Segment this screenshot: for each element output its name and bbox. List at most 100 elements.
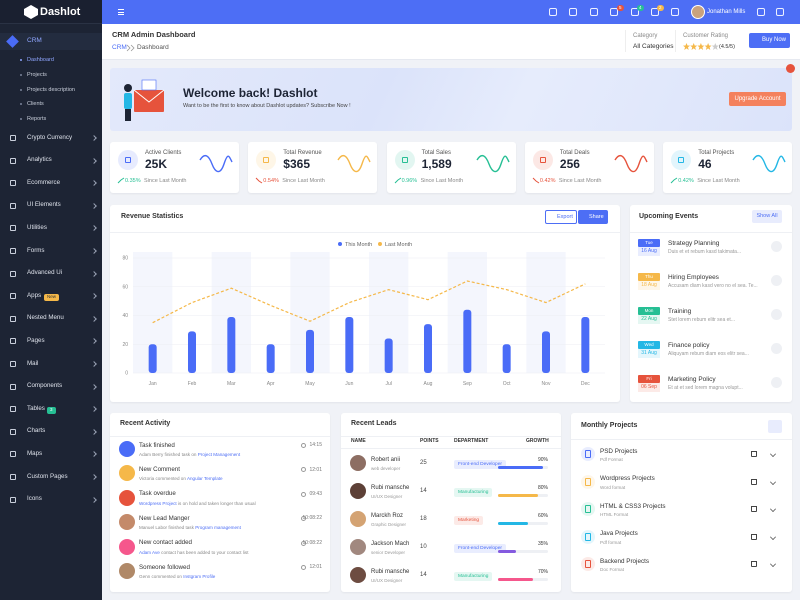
menu-item[interactable]: Icons	[27, 495, 42, 503]
upgrade-button[interactable]: Upgrade Account	[729, 92, 786, 106]
menu-icon	[10, 135, 16, 141]
header-icon[interactable]	[776, 8, 784, 16]
close-button[interactable]	[786, 64, 795, 73]
menu-item[interactable]: UI Elements	[27, 201, 61, 209]
download-button[interactable]	[770, 478, 776, 485]
bullet	[20, 118, 22, 121]
activity-link[interactable]: Project Management	[197, 452, 241, 457]
settings-button[interactable]	[768, 420, 782, 433]
group-icon	[6, 35, 19, 48]
menu-item[interactable]: Mail	[27, 359, 39, 367]
button-label: Upgrade Account	[734, 95, 781, 102]
delete-button[interactable]	[751, 561, 757, 567]
label: Customer Rating	[683, 32, 729, 39]
sep	[130, 44, 135, 52]
download-button[interactable]	[770, 506, 776, 512]
menu-item[interactable]: Crypto Currency	[27, 133, 73, 141]
download-button[interactable]	[770, 451, 776, 457]
menu-item[interactable]: Tables	[27, 404, 45, 412]
banner-illustration	[124, 79, 165, 121]
buy-button[interactable]: Buy Now	[749, 33, 790, 48]
event-date-box: 22 Aug	[638, 315, 660, 324]
menu-item[interactable]: Forms	[27, 246, 45, 254]
header-icon[interactable]	[569, 8, 577, 16]
lead-department: Marketing	[454, 516, 484, 525]
delete-button[interactable]	[751, 451, 757, 457]
menu-item[interactable]: Nested Menu	[27, 314, 64, 322]
event-arrow[interactable]	[771, 275, 782, 286]
header-icon[interactable]	[590, 8, 598, 16]
submenu-item[interactable]: Projects	[27, 71, 47, 78]
header-icon[interactable]	[651, 8, 659, 16]
menu-item[interactable]: Advanced Ui	[27, 269, 63, 277]
menu-item[interactable]: Ecommerce	[27, 178, 61, 186]
active-group[interactable]	[0, 33, 102, 50]
category-select[interactable]: All Categories	[633, 43, 674, 51]
logo-icon	[24, 5, 38, 19]
header-icon[interactable]	[610, 8, 618, 16]
event-title[interactable]: Training	[668, 308, 692, 316]
event-title[interactable]: Strategy Planning	[668, 240, 720, 248]
download-button[interactable]	[770, 561, 776, 567]
event-arrow[interactable]	[771, 343, 782, 354]
menu-item[interactable]: Utilities	[27, 223, 47, 231]
header-icon[interactable]	[757, 8, 765, 16]
file-icon	[581, 529, 595, 544]
submenu-item[interactable]: Dashboard	[27, 56, 54, 63]
menu-item[interactable]: Analytics	[27, 156, 52, 164]
header-icon[interactable]	[631, 8, 639, 16]
activity-link[interactable]: Wordpress Project	[139, 500, 177, 506]
show-all-button[interactable]: Show All	[752, 210, 782, 223]
submenu-item[interactable]: Clients	[27, 101, 44, 108]
event-title[interactable]: Hiring Employees	[668, 274, 719, 282]
project-format: HTML Format	[600, 512, 629, 518]
stat-note: Since Last Month	[144, 177, 187, 184]
topbar	[102, 0, 800, 24]
activity-link[interactable]: Angular Template	[186, 476, 223, 482]
brand[interactable]: Dashlot	[40, 5, 81, 18]
menu-item[interactable]: Custom Pages	[27, 472, 68, 480]
share-button[interactable]: Share	[578, 210, 608, 224]
breadcrumb-separator	[126, 44, 135, 52]
menu-item[interactable]: Pages	[27, 336, 45, 344]
header-icon[interactable]	[671, 8, 679, 16]
stat-change: 0.42%	[678, 177, 694, 184]
event-title[interactable]: Finance policy	[668, 342, 710, 350]
star	[711, 43, 719, 50]
clock-icon	[301, 443, 306, 448]
header-icon[interactable]	[549, 8, 557, 16]
activity-text: Victoria commented on Angular Template	[139, 476, 223, 481]
stat-value: 1,589	[421, 157, 452, 172]
activity-link[interactable]: Instgram Profile	[183, 574, 216, 579]
growth-label: 90%	[537, 457, 548, 464]
activity-link[interactable]: Adam Ave	[139, 549, 160, 555]
delete-button[interactable]	[751, 478, 757, 485]
event-title[interactable]: Marketing Policy	[668, 376, 716, 384]
menu-item[interactable]: Maps	[27, 449, 43, 457]
export-button[interactable]: Export	[545, 210, 577, 224]
column-header: GROWTH	[526, 438, 549, 445]
delete-button[interactable]	[751, 506, 757, 512]
bar	[188, 331, 196, 373]
submenu-item[interactable]: Reports	[27, 116, 47, 123]
menu-item[interactable]: CRM	[27, 37, 42, 45]
event-arrow[interactable]	[771, 241, 782, 252]
download-button[interactable]	[770, 533, 776, 540]
user-avatar[interactable]	[691, 5, 705, 19]
activity-link[interactable]: Program management	[195, 525, 241, 531]
user-name[interactable]: Jonathan Mills	[707, 8, 746, 15]
delete-button[interactable]	[751, 533, 757, 540]
stat-icon	[671, 150, 692, 170]
submenu-item[interactable]: Projects description	[27, 86, 75, 93]
breadcrumb-link[interactable]: CRM	[112, 44, 127, 52]
menu-item[interactable]: Charts	[27, 427, 46, 435]
divider	[341, 436, 561, 437]
menu-item[interactable]: Apps	[27, 291, 42, 299]
page-header	[102, 24, 800, 60]
event-arrow[interactable]	[771, 377, 782, 388]
event-text: Aliquyam rebum diam eos elitr sea...	[668, 351, 749, 358]
menu-item[interactable]: Components	[27, 382, 63, 390]
event-arrow[interactable]	[771, 309, 782, 320]
clock-icon	[301, 491, 306, 497]
project-name: HTML & CSS3 Projects	[600, 502, 666, 510]
